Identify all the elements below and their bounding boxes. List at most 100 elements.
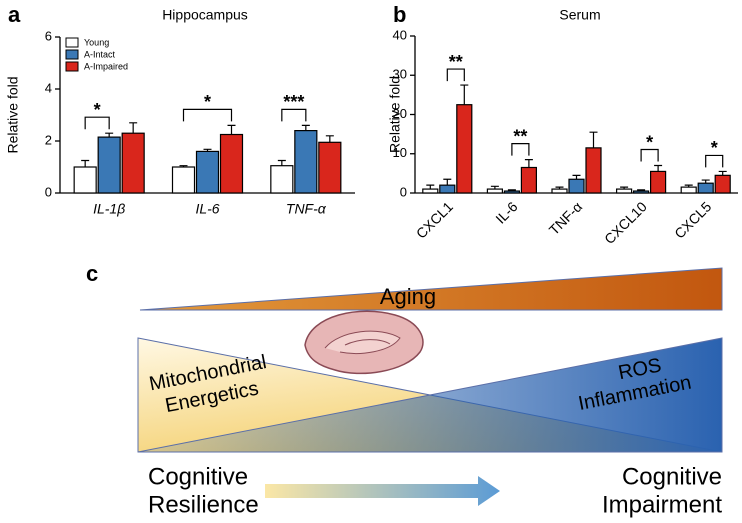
panel-label: c bbox=[86, 261, 98, 286]
bar bbox=[121, 132, 145, 194]
error-bar bbox=[620, 186, 629, 190]
x-tick-label: CXCL10 bbox=[601, 198, 650, 247]
error-bar bbox=[105, 132, 114, 138]
y-tick-label: 4 bbox=[45, 80, 52, 95]
y-tick-label: 2 bbox=[45, 132, 52, 147]
x-tick-label: IL-6 bbox=[492, 198, 521, 227]
x-tick-label: IL-6 bbox=[195, 201, 219, 217]
bar bbox=[520, 166, 538, 194]
legend-label: Young bbox=[84, 37, 109, 47]
error-bar bbox=[637, 189, 646, 192]
bar bbox=[551, 188, 568, 194]
error-bar bbox=[301, 124, 310, 131]
x-tick-label: TNF-α bbox=[286, 201, 327, 217]
error-bar bbox=[684, 184, 693, 188]
diagram: c Aging Mitochondrial Energetics ROS Inf… bbox=[86, 261, 723, 518]
bar bbox=[697, 182, 714, 194]
error-bar bbox=[426, 184, 435, 190]
bar bbox=[195, 150, 220, 194]
y-tick-label: 10 bbox=[393, 145, 407, 160]
error-bar bbox=[555, 186, 564, 190]
error-bar bbox=[524, 159, 533, 168]
brain-icon bbox=[304, 310, 424, 375]
bar bbox=[456, 104, 473, 194]
error-bar bbox=[654, 164, 663, 172]
bar bbox=[171, 166, 196, 194]
y-tick-label: 0 bbox=[400, 184, 407, 199]
error-bar bbox=[490, 185, 499, 190]
aging-wedge bbox=[139, 267, 723, 311]
significance-bracket bbox=[705, 154, 724, 168]
significance-label: * bbox=[94, 100, 101, 120]
bar bbox=[219, 133, 244, 194]
legend-label: A-Impaired bbox=[84, 61, 128, 71]
significance-label: ** bbox=[513, 126, 527, 146]
bar bbox=[568, 178, 585, 194]
panel-label: a bbox=[8, 2, 21, 27]
error-bar bbox=[227, 124, 236, 135]
end-label: Impairment bbox=[602, 491, 722, 518]
progression-arrow bbox=[265, 476, 500, 506]
significance-label: * bbox=[646, 132, 653, 152]
error-bar bbox=[589, 131, 598, 148]
error-bar bbox=[277, 159, 286, 166]
x-tick-label: CXCL5 bbox=[671, 198, 714, 241]
bar bbox=[649, 170, 667, 194]
bar bbox=[680, 186, 697, 194]
x-tick-label: TNF-α bbox=[546, 198, 586, 238]
bar bbox=[422, 188, 439, 194]
panel-label: b bbox=[393, 2, 406, 27]
significance-label: * bbox=[204, 92, 211, 112]
y-tick-label: 20 bbox=[393, 106, 407, 121]
significance-label: ** bbox=[449, 52, 463, 72]
error-bar bbox=[572, 174, 581, 180]
error-bar bbox=[203, 148, 212, 152]
significance-bracket bbox=[84, 116, 110, 130]
significance-bracket bbox=[640, 148, 659, 162]
bar bbox=[714, 174, 731, 194]
y-tick-label: 30 bbox=[393, 67, 407, 82]
x-tick-label: CXCL1 bbox=[413, 198, 456, 241]
legend-swatch bbox=[65, 61, 79, 72]
y-tick-label: 40 bbox=[393, 27, 407, 42]
bar bbox=[73, 166, 97, 194]
bar bbox=[632, 190, 650, 194]
error-bar bbox=[701, 179, 710, 184]
y-axis-label: Relative fold bbox=[5, 76, 21, 153]
bar bbox=[503, 190, 520, 194]
bar bbox=[97, 136, 121, 194]
bar bbox=[615, 188, 633, 194]
bar bbox=[318, 141, 342, 194]
start-label: Resilience bbox=[148, 491, 259, 518]
chart-title: Serum bbox=[559, 7, 600, 23]
significance-bracket bbox=[281, 108, 307, 122]
bar bbox=[270, 165, 294, 194]
significance-bracket bbox=[446, 68, 465, 82]
legend-swatch bbox=[65, 49, 79, 60]
start-label: Cognitive bbox=[148, 463, 248, 490]
significance-label: * bbox=[711, 138, 718, 158]
error-bar bbox=[129, 122, 138, 134]
significance-bracket bbox=[511, 143, 530, 156]
y-tick-label: 0 bbox=[45, 184, 52, 199]
end-label: Cognitive bbox=[622, 463, 722, 490]
legend-swatch bbox=[65, 37, 79, 48]
x-tick-label: IL-1β bbox=[93, 201, 125, 217]
chart-title: Hippocampus bbox=[162, 7, 248, 23]
bar bbox=[439, 184, 456, 194]
bar bbox=[585, 147, 602, 194]
error-bar bbox=[325, 135, 334, 143]
aging-label: Aging bbox=[380, 284, 436, 309]
error-bar bbox=[443, 178, 452, 186]
y-tick-label: 6 bbox=[45, 28, 52, 43]
significance-label: *** bbox=[283, 92, 304, 112]
bar bbox=[486, 188, 503, 194]
legend-label: A-Intact bbox=[84, 49, 116, 59]
bar bbox=[294, 130, 318, 194]
ros-wedge bbox=[137, 337, 723, 453]
y-axis-label: Relative fold bbox=[387, 76, 403, 153]
error-bar bbox=[507, 189, 516, 192]
error-bar bbox=[718, 170, 727, 176]
error-bar bbox=[81, 159, 90, 167]
error-bar bbox=[179, 165, 188, 167]
